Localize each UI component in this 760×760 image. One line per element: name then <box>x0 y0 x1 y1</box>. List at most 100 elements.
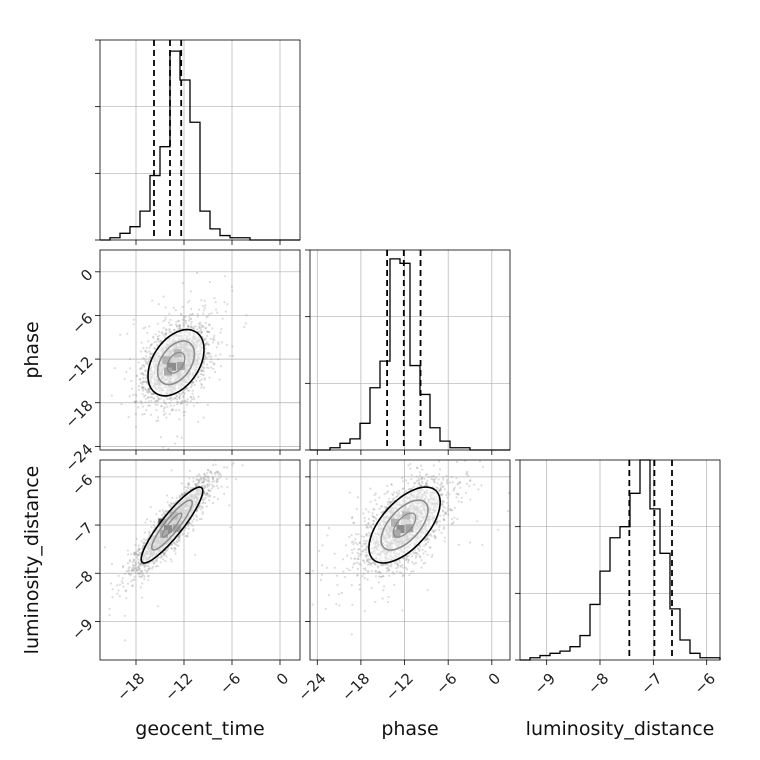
scatter-point <box>204 304 207 307</box>
scatter-point <box>211 478 214 481</box>
scatter-point <box>333 552 336 555</box>
scatter-points <box>311 460 510 636</box>
scatter-point <box>205 493 208 497</box>
scatter-point <box>127 570 130 573</box>
scatter-point <box>195 379 198 382</box>
scatter-point <box>165 328 168 331</box>
scatter-point <box>95 560 97 562</box>
scatter-point <box>190 307 193 310</box>
scatter-point <box>199 373 203 376</box>
scatter-point <box>144 389 147 392</box>
scatter-point <box>395 570 398 573</box>
scatter-point <box>245 314 248 317</box>
scatter-point <box>435 486 438 489</box>
scatter-point <box>201 484 204 487</box>
scatter-point <box>182 411 185 414</box>
scatter-point <box>132 568 136 571</box>
scatter-point <box>178 536 181 539</box>
scatter-point <box>423 539 426 542</box>
scatter-point <box>181 305 184 309</box>
scatter-point <box>164 412 167 415</box>
scatter-point <box>197 478 200 481</box>
scatter-point <box>207 495 210 498</box>
scatter-point <box>183 392 186 395</box>
scatter-point <box>110 394 113 397</box>
scatter-point <box>466 474 470 477</box>
scatter-point <box>216 470 219 473</box>
scatter-point <box>141 596 144 599</box>
scatter-point <box>190 320 193 323</box>
scatter-point <box>205 366 208 369</box>
scatter-point <box>252 421 254 423</box>
scatter-point <box>142 563 145 566</box>
scatter-point <box>142 544 145 547</box>
scatter-point <box>186 532 190 535</box>
scatter-point <box>212 336 215 339</box>
scatter-point <box>143 531 146 534</box>
scatter-point <box>164 509 167 512</box>
scatter-point <box>193 325 196 328</box>
scatter-point <box>146 361 149 364</box>
scatter-point <box>143 564 146 567</box>
scatter-point <box>208 489 211 492</box>
scatter-point <box>207 330 211 333</box>
scatter-point <box>207 343 210 346</box>
scatter-point <box>152 565 155 569</box>
scatter-point <box>385 563 388 566</box>
scatter-point <box>137 548 140 551</box>
scatter-point <box>142 380 145 383</box>
histogram-frame <box>99 39 301 241</box>
scatter-point <box>215 479 218 482</box>
scatter-point <box>141 545 145 548</box>
scatter-point <box>184 486 187 489</box>
y-tick-label: −24 <box>61 440 96 475</box>
scatter-point <box>208 312 211 316</box>
scatter-point <box>190 325 193 328</box>
scatter-point <box>367 558 370 561</box>
scatter-point <box>189 486 192 489</box>
scatter-point <box>150 526 153 529</box>
scatter-point <box>169 318 172 321</box>
scatter-point <box>116 584 119 587</box>
scatter-point <box>128 566 131 569</box>
scatter-point <box>191 389 194 392</box>
scatter-point <box>207 469 210 472</box>
scatter-point <box>207 475 210 478</box>
scatter-point <box>183 400 186 403</box>
scatter-point <box>141 582 144 585</box>
scatter-point <box>220 458 222 460</box>
scatter-point <box>202 416 205 419</box>
scatter-point <box>430 475 433 478</box>
scatter-point <box>131 567 134 570</box>
scatter-point <box>201 331 204 334</box>
scatter-point <box>180 402 183 405</box>
scatter-point <box>141 381 144 384</box>
scatter-point <box>193 553 197 556</box>
scatter-point <box>134 543 137 547</box>
scatter-point <box>196 328 199 331</box>
scatter-point <box>135 375 138 378</box>
scatter-point <box>212 501 215 505</box>
scatter-point <box>201 499 204 502</box>
scatter-point <box>225 343 228 347</box>
scatter-point <box>159 397 162 400</box>
scatter-point <box>202 476 205 479</box>
scatter-point <box>183 492 186 495</box>
scatter-point <box>146 569 149 572</box>
scatter-point <box>149 352 152 355</box>
scatter-point <box>401 609 404 612</box>
scatter-point <box>201 506 204 509</box>
scatter-point <box>186 400 189 403</box>
scatter-point <box>243 326 246 329</box>
scatter-point <box>135 374 138 377</box>
scatter-point <box>183 410 187 413</box>
scatter-point <box>138 568 141 571</box>
scatter-point <box>213 338 216 342</box>
scatter-point <box>202 481 205 484</box>
scatter-point <box>130 580 133 583</box>
scatter-point <box>197 395 200 398</box>
scatter-point <box>216 471 220 474</box>
scatter-point <box>189 318 192 321</box>
scatter-point <box>175 398 178 401</box>
